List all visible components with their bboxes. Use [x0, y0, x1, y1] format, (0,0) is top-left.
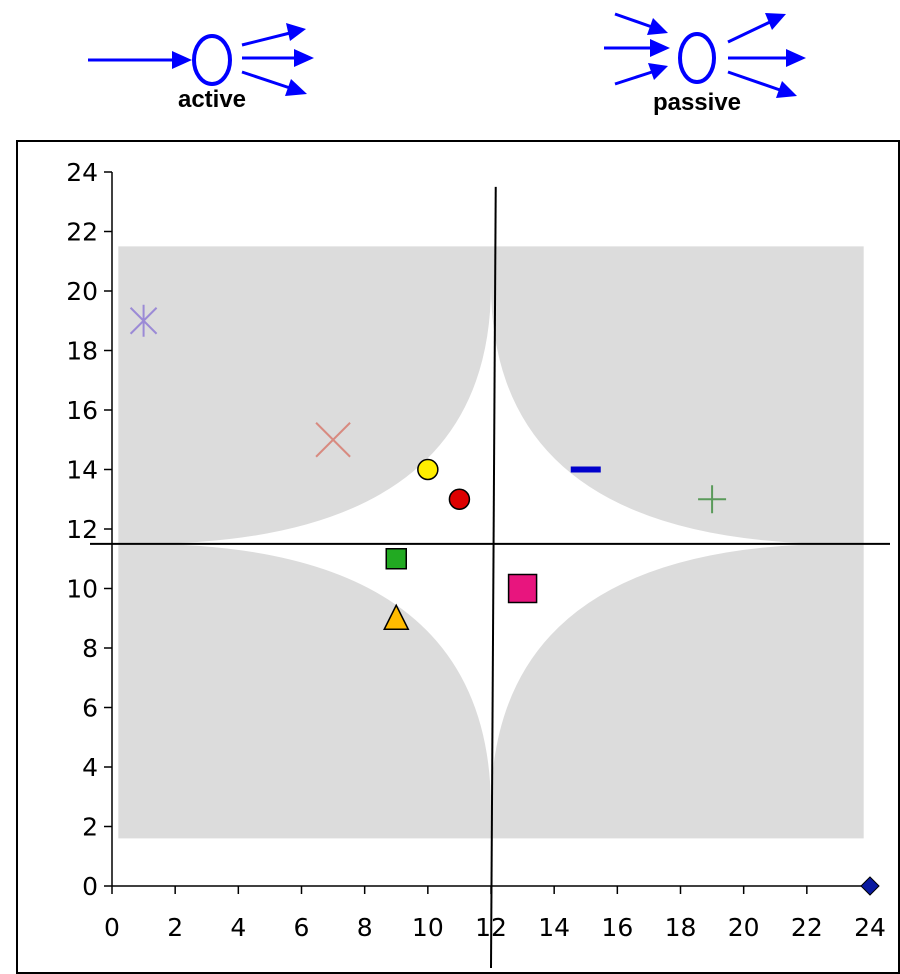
y-tick-label: 20	[66, 277, 98, 306]
active-outgoing-arrows-icon	[241, 23, 314, 96]
passive-incoming-arrows-icon	[604, 12, 670, 86]
y-tick-label: 0	[82, 872, 98, 901]
y-tick-label: 16	[66, 396, 98, 425]
y-tick-label: 14	[66, 456, 98, 485]
y-tick-label: 12	[66, 515, 98, 544]
x-tick-label: 8	[357, 913, 373, 942]
passive-outgoing-arrows-icon	[727, 13, 806, 98]
data-point-x	[315, 422, 351, 458]
y-tick-label: 18	[66, 337, 98, 366]
y-tick-label: 22	[66, 218, 98, 247]
data-point-plus	[698, 485, 727, 514]
active-label: active	[178, 86, 246, 113]
passive-diagram: passive	[604, 12, 806, 116]
x-tick-label: 2	[167, 913, 183, 942]
data-point-circle	[417, 458, 439, 481]
active-diagram: active	[88, 23, 314, 113]
x-tick-label: 14	[538, 913, 570, 942]
plot-area: 0 2 4 6 8 10 12 14 16 18 20 22 240246810121416182022…	[66, 158, 890, 969]
y-tick-label: 8	[82, 634, 98, 663]
x-tick-label: 0	[104, 913, 120, 942]
data-point-diamond	[860, 876, 880, 896]
data-point-circle	[448, 488, 471, 510]
x-tick-label: 22	[791, 913, 823, 942]
y-tick-label: 10	[66, 575, 98, 604]
data-point-asterisk	[129, 304, 158, 337]
x-tick-label: 24	[854, 913, 886, 942]
y-tick-label: 24	[66, 158, 98, 187]
x-tick-label: 10	[412, 913, 444, 942]
passive-label: passive	[653, 89, 741, 116]
x-tick-label: 18	[665, 913, 697, 942]
data-point-dash	[570, 466, 601, 473]
data-point-triangle	[383, 603, 410, 630]
y-tick-label: 4	[82, 753, 98, 782]
y-tick-label: 6	[82, 694, 98, 723]
active-incoming-arrow-icon	[88, 51, 192, 69]
data-point-square	[507, 573, 538, 604]
active-node-icon	[192, 34, 232, 86]
data-point-square	[385, 548, 407, 570]
passive-node-icon	[678, 32, 716, 84]
x-tick-label: 4	[230, 913, 246, 942]
x-tick-label: 20	[728, 913, 760, 942]
x-tick-label: 16	[601, 913, 633, 942]
vertical-reference-line	[490, 186, 497, 969]
x-tick-label: 6	[294, 913, 310, 942]
y-tick-label: 2	[82, 813, 98, 842]
central-region	[140, 285, 842, 809]
